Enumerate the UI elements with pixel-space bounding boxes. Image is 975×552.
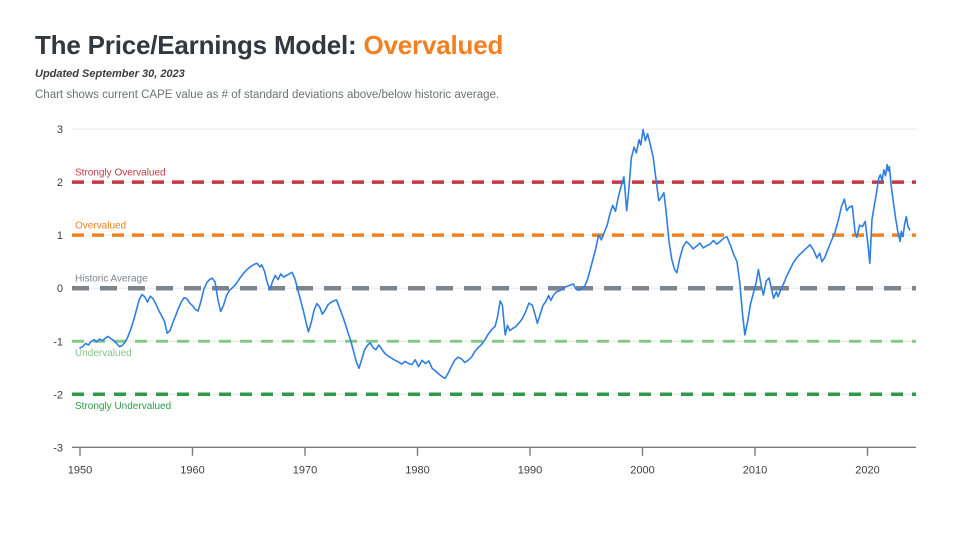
updated-date-label: Updated September 30, 2023: [35, 68, 185, 80]
y-gridlines: [72, 128, 916, 395]
svg-text:1970: 1970: [293, 465, 317, 477]
svg-text:1960: 1960: [180, 465, 204, 477]
svg-text:2000: 2000: [630, 465, 654, 477]
threshold-label: Historic Average: [75, 274, 148, 285]
svg-text:2020: 2020: [855, 465, 879, 477]
threshold-label: Strongly Undervalued: [75, 401, 171, 412]
svg-text:1950: 1950: [68, 465, 92, 477]
svg-text:0: 0: [57, 283, 63, 295]
svg-text:-1: -1: [53, 336, 63, 348]
threshold-label: Undervalued: [75, 348, 132, 359]
chart-note: Chart shows current CAPE value as # of s…: [35, 89, 500, 101]
cape-series-line: [79, 128, 911, 380]
page-title: The Price/Earnings Model: Overvalued: [35, 30, 503, 61]
x-tick-labels: 1950 1960 1970 1980 1990 2000 2010 2020: [68, 465, 880, 477]
x-axis: [72, 446, 916, 456]
chart-header: The Price/Earnings Model: Overvalued Upda…: [35, 30, 503, 101]
svg-text:1990: 1990: [518, 465, 542, 477]
svg-text:-3: -3: [53, 442, 63, 454]
svg-text:1: 1: [57, 230, 63, 242]
y-tick-labels: 3 2 1 0 -1 -2 -3: [53, 124, 63, 454]
svg-text:2: 2: [57, 177, 63, 189]
svg-text:2010: 2010: [743, 465, 767, 477]
title-text: The Price/Earnings Model:: [35, 30, 357, 60]
svg-text:-2: -2: [53, 389, 63, 401]
threshold-label: Strongly Overvalued: [75, 168, 166, 179]
title-status-overvalued: Overvalued: [363, 30, 504, 60]
svg-text:3: 3: [57, 124, 63, 136]
threshold-label: Overvalued: [75, 221, 126, 232]
threshold-lines: Strongly Overvalued Overvalued Historic Av…: [72, 168, 916, 412]
svg-text:1980: 1980: [405, 465, 429, 477]
